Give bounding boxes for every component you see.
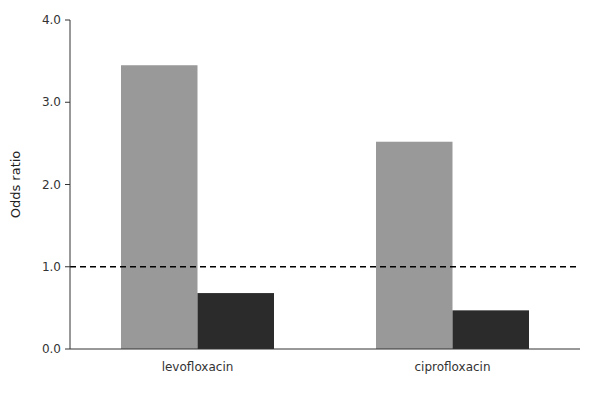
- y-tick: [65, 20, 70, 21]
- y-axis: [70, 20, 71, 349]
- y-axis-label: Odds ratio: [8, 151, 23, 219]
- bar: [376, 142, 453, 349]
- bar: [198, 293, 275, 349]
- chart: 0.0 1.0 2.0 3.0 4.0 Odds ratio levofloxacin cip…: [0, 0, 600, 394]
- y-tick-label: 0.0: [42, 342, 61, 356]
- y-tick: [65, 184, 70, 185]
- bar: [121, 65, 198, 349]
- y-tick: [65, 266, 70, 267]
- x-axis: [70, 349, 580, 350]
- y-tick-label: 3.0: [42, 95, 61, 109]
- y-tick: [65, 349, 70, 350]
- reference-line: [70, 266, 580, 268]
- y-tick-label: 2.0: [42, 178, 61, 192]
- bars: [121, 65, 529, 349]
- y-tick-label: 1.0: [42, 260, 61, 274]
- x-tick-label: ciprofloxacin: [414, 360, 490, 374]
- y-tick: [65, 102, 70, 103]
- y-tick-label: 4.0: [42, 13, 61, 27]
- bar: [453, 310, 530, 349]
- x-tick-label: levofloxacin: [162, 360, 234, 374]
